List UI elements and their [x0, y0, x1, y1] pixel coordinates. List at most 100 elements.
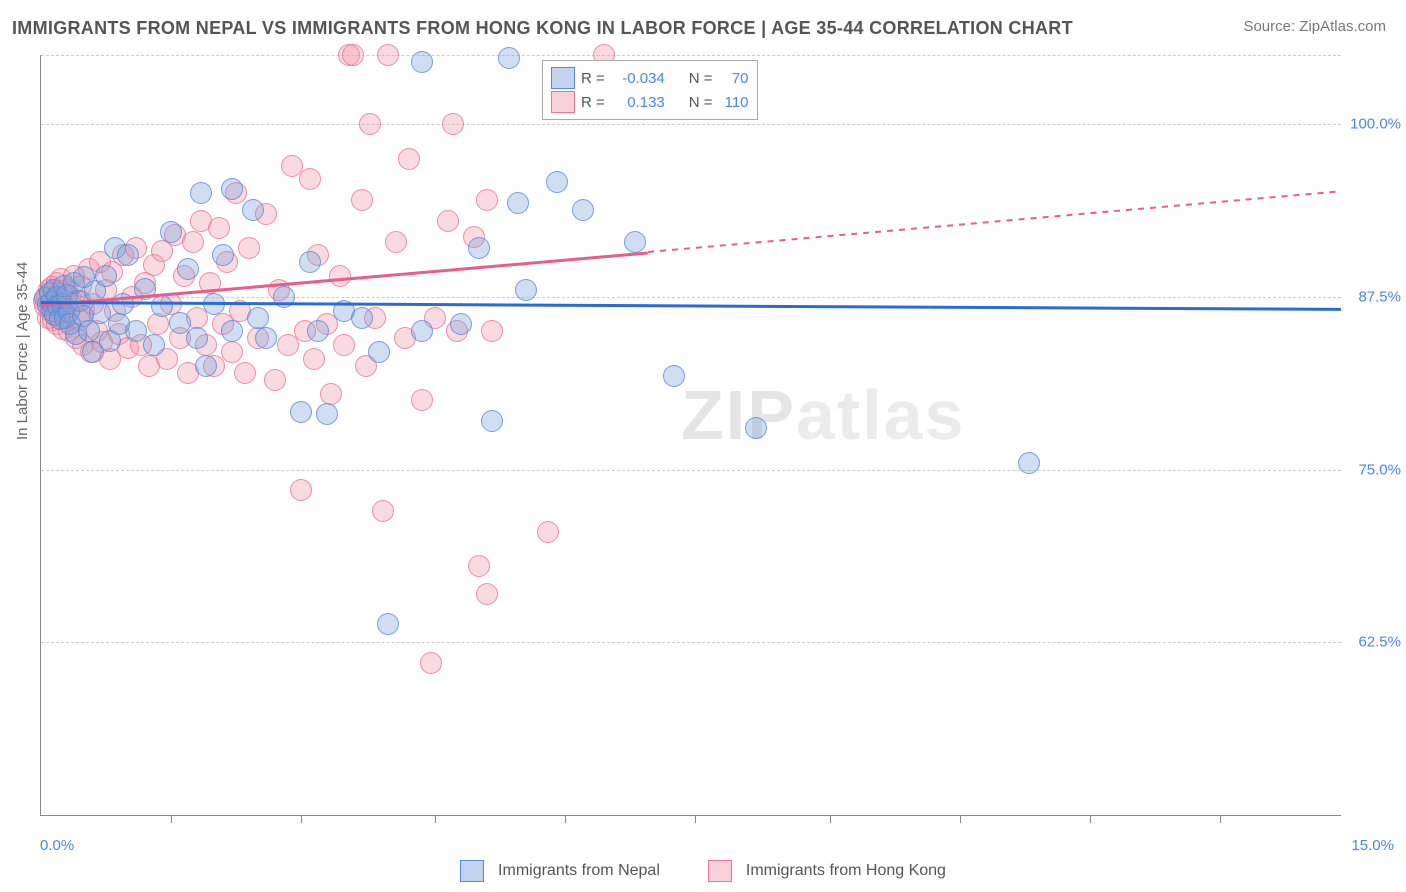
scatter-point-hongkong — [411, 389, 433, 411]
x-tick — [1220, 815, 1221, 823]
scatter-point-nepal — [307, 320, 329, 342]
y-tick-label: 62.5% — [1358, 634, 1401, 651]
scatter-point-hongkong — [182, 231, 204, 253]
scatter-point-hongkong — [208, 217, 230, 239]
scatter-point-hongkong — [238, 237, 260, 259]
scatter-point-hongkong — [481, 320, 503, 342]
scatter-point-nepal — [195, 355, 217, 377]
x-tick — [1090, 815, 1091, 823]
plot-area: ZIPatlas 62.5%75.0%87.5%100.0% — [40, 55, 1341, 816]
watermark-zip: ZIP — [681, 376, 796, 454]
scatter-point-nepal — [255, 327, 277, 349]
chart-title: IMMIGRANTS FROM NEPAL VS IMMIGRANTS FROM… — [12, 18, 1073, 39]
legend-swatch — [551, 91, 575, 113]
scatter-point-hongkong — [264, 369, 286, 391]
scatter-point-nepal — [377, 613, 399, 635]
x-tick — [960, 815, 961, 823]
x-tick — [565, 815, 566, 823]
y-tick-label: 75.0% — [1358, 461, 1401, 478]
scatter-point-nepal — [351, 307, 373, 329]
gridline-h — [41, 297, 1341, 298]
trend-line — [648, 190, 1341, 252]
gridline-h — [41, 642, 1341, 643]
scatter-point-nepal — [221, 320, 243, 342]
scatter-point-hongkong — [320, 383, 342, 405]
scatter-point-hongkong — [299, 168, 321, 190]
scatter-point-nepal — [190, 182, 212, 204]
legend-stats-box: R =-0.034N =70 R = 0.133 N = 110 — [542, 60, 758, 120]
scatter-point-nepal — [498, 47, 520, 69]
y-tick-label: 100.0% — [1350, 116, 1401, 133]
scatter-point-nepal — [572, 199, 594, 221]
n-value: 70 — [719, 70, 749, 87]
y-axis-label: In Labor Force | Age 35-44 — [14, 262, 31, 440]
n-label: N = — [689, 94, 713, 111]
scatter-point-hongkong — [221, 341, 243, 363]
scatter-point-nepal — [411, 320, 433, 342]
scatter-point-hongkong — [385, 231, 407, 253]
gridline-h — [41, 124, 1341, 125]
scatter-point-nepal — [515, 279, 537, 301]
scatter-point-nepal — [507, 192, 529, 214]
legend-stats-row: R =-0.034N =70 — [551, 67, 749, 89]
scatter-point-nepal — [177, 258, 199, 280]
scatter-point-hongkong — [290, 479, 312, 501]
scatter-point-hongkong — [420, 652, 442, 674]
scatter-point-nepal — [663, 365, 685, 387]
legend-swatch — [551, 67, 575, 89]
x-axis-min-label: 0.0% — [40, 837, 74, 854]
scatter-point-hongkong — [329, 265, 351, 287]
scatter-point-nepal — [1018, 452, 1040, 474]
scatter-point-nepal — [299, 251, 321, 273]
x-axis-max-label: 15.0% — [1351, 837, 1394, 854]
scatter-point-nepal — [411, 51, 433, 73]
scatter-point-nepal — [95, 265, 117, 287]
scatter-point-hongkong — [398, 148, 420, 170]
scatter-point-nepal — [450, 313, 472, 335]
scatter-point-hongkong — [468, 555, 490, 577]
r-value: -0.034 — [611, 70, 665, 87]
watermark: ZIPatlas — [681, 375, 965, 455]
legend-swatch-nepal — [460, 860, 484, 882]
scatter-point-nepal — [745, 417, 767, 439]
legend-swatch-hongkong — [708, 860, 732, 882]
scatter-point-hongkong — [234, 362, 256, 384]
x-tick — [695, 815, 696, 823]
gridline-h — [41, 55, 1341, 56]
scatter-point-nepal — [117, 244, 139, 266]
scatter-point-nepal — [143, 334, 165, 356]
x-tick — [171, 815, 172, 823]
gridline-h — [41, 470, 1341, 471]
scatter-point-hongkong — [303, 348, 325, 370]
y-tick-label: 87.5% — [1358, 288, 1401, 305]
r-value: 0.133 — [611, 94, 665, 111]
scatter-point-hongkong — [359, 113, 381, 135]
scatter-point-nepal — [290, 401, 312, 423]
legend-label-nepal: Immigrants from Nepal — [498, 862, 660, 880]
n-value: 110 — [719, 94, 749, 111]
scatter-point-hongkong — [437, 210, 459, 232]
watermark-atlas: atlas — [796, 376, 966, 454]
legend-label-hongkong: Immigrants from Hong Kong — [746, 862, 946, 880]
x-tick — [435, 815, 436, 823]
scatter-point-hongkong — [476, 583, 498, 605]
scatter-point-nepal — [160, 221, 182, 243]
scatter-point-nepal — [247, 307, 269, 329]
scatter-point-hongkong — [537, 521, 559, 543]
scatter-point-hongkong — [351, 189, 373, 211]
x-tick — [830, 815, 831, 823]
scatter-point-hongkong — [476, 189, 498, 211]
scatter-point-nepal — [624, 231, 646, 253]
scatter-point-nepal — [242, 199, 264, 221]
scatter-point-hongkong — [377, 44, 399, 66]
scatter-point-nepal — [316, 403, 338, 425]
scatter-point-nepal — [468, 237, 490, 259]
chart-container: IMMIGRANTS FROM NEPAL VS IMMIGRANTS FROM… — [0, 0, 1406, 892]
scatter-point-nepal — [151, 295, 173, 317]
scatter-point-hongkong — [342, 44, 364, 66]
legend-bottom: Immigrants from Nepal Immigrants from Ho… — [0, 860, 1406, 882]
r-label: R = — [581, 94, 605, 111]
scatter-point-hongkong — [442, 113, 464, 135]
scatter-point-hongkong — [372, 500, 394, 522]
scatter-point-nepal — [221, 178, 243, 200]
